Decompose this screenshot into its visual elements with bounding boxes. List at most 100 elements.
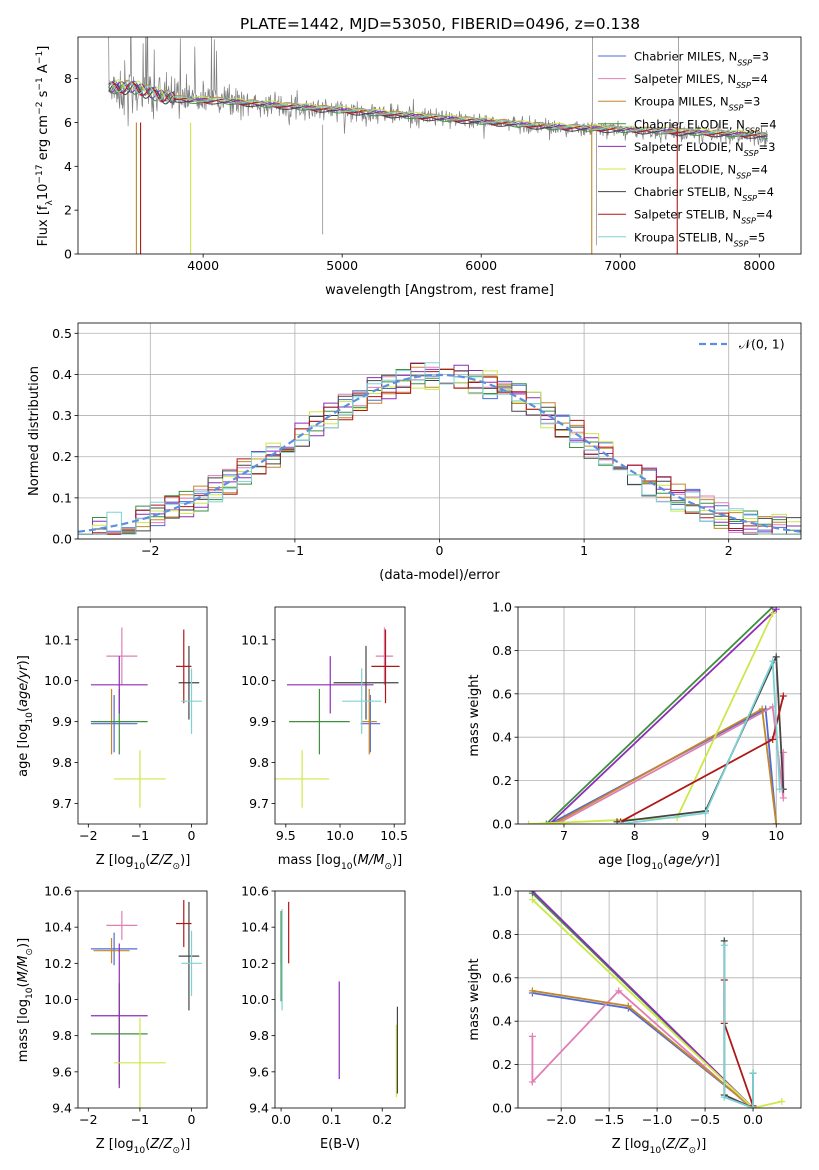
y-tick-label: 0.0 <box>492 1101 512 1116</box>
x-tick-label: 0.0 <box>743 1112 763 1127</box>
x-axis-label: wavelength [Angstrom, rest frame] <box>325 283 554 298</box>
y-axis-label-part: mass [log <box>16 999 31 1062</box>
weight-line <box>531 989 752 1108</box>
y-tick-label: 8 <box>64 71 72 86</box>
y-tick-label: 9.7 <box>52 796 72 811</box>
legend-label: Chabrier STELIB, NSSP=4 <box>634 185 774 203</box>
panel-age_vs_mass: 9.5 10.0 10.5 9.7 9.8 9.9 10.0 10.1 mass [log10(… <box>241 606 408 872</box>
legend-label-part: SSP <box>737 58 752 67</box>
plot-area <box>90 900 202 1108</box>
y-axis-label-part: age [log <box>16 724 31 777</box>
y-axis-label: age [log10(age/yr)] <box>16 655 35 777</box>
y-tick-label: 0.5 <box>52 326 72 341</box>
x-tick-label: 4000 <box>187 258 219 273</box>
legend-label: 𝒩(0, 1) <box>739 337 785 352</box>
x-axis-label: Z [log10(Z/Z⊙)] <box>612 1137 707 1156</box>
weight-marker <box>769 735 777 743</box>
weight-line <box>528 613 774 824</box>
y-tick-label: 9.4 <box>249 1101 269 1116</box>
y-tick-label: 0.4 <box>492 1014 512 1029</box>
x-axis-label-part: ⊙ <box>173 862 181 872</box>
legend-label-part: Chabrier MILES, N <box>634 50 737 64</box>
x-tick-label: 0.1 <box>322 1112 342 1127</box>
plot-area <box>90 627 202 808</box>
legend-label-part: =4 <box>757 185 774 199</box>
y-tick-label: 1.0 <box>492 884 512 899</box>
model-spectrum <box>108 80 768 136</box>
figure-title: PLATE=1442, MJD=53050, FIBERID=0496, z=0… <box>240 15 640 33</box>
legend-label-part: Kroupa ELODIE, N <box>634 163 736 177</box>
weight-marker <box>758 705 766 713</box>
y-tick-label: 9.8 <box>52 1028 72 1043</box>
weight-line <box>549 608 777 824</box>
axes-frame <box>274 890 406 1109</box>
x-tick-label: −2.0 <box>546 1112 576 1127</box>
x-axis-label-part: ⊙ <box>689 1146 697 1156</box>
y-axis-label-part: −2 <box>35 102 45 115</box>
y-tick-label: 10.0 <box>44 992 72 1007</box>
x-tick-label: −1 <box>131 828 149 843</box>
y-axis-label-part: −1 <box>35 51 45 64</box>
x-axis-label-part: )] <box>180 853 190 868</box>
y-tick-label: 0.6 <box>492 686 512 701</box>
x-tick-label: 1 <box>580 543 588 558</box>
x-tick-label: 8 <box>631 828 639 843</box>
x-tick-label: −2 <box>141 543 159 558</box>
y-tick-label: 0.2 <box>492 773 512 788</box>
legend-label-part: SSP <box>744 148 759 157</box>
y-tick-label: 9.9 <box>52 714 72 729</box>
x-tick-label: 6000 <box>465 258 497 273</box>
y-tick-label: 10.2 <box>44 956 72 971</box>
axes-frame <box>77 606 208 825</box>
axes: −2 −1 09.79.89.910.010.1Z [log10(Z/Z⊙)]age… <box>16 606 208 872</box>
legend-label: Salpeter STELIB, NSSP=4 <box>634 208 773 226</box>
weight-marker <box>772 607 780 613</box>
x-tick-label: −1 <box>286 543 304 558</box>
x-axis-label-part: 10 <box>651 862 663 872</box>
legend-label: Kroupa ELODIE, NSSP=4 <box>634 163 768 181</box>
y-tick-label: 0.4 <box>492 730 512 745</box>
x-tick-label: −1.5 <box>594 1112 624 1127</box>
y-tick-label: 10.0 <box>241 992 269 1007</box>
x-tick-label: 10.0 <box>326 828 354 843</box>
panel-mass_vs_ebv: 0.0 0.1 0.2 9.4 9.6 9.8 10.0 10.2 10.4 10.6 E(B-V) <box>241 884 406 1152</box>
axes: −2 −1 0 1 2 0.0 0.1 0.2 0.3 0.4 0.5 𝒩(0, 1) (data-mo… <box>27 322 802 583</box>
weight-line <box>532 989 754 1108</box>
weight-line <box>545 607 774 824</box>
y-tick-label: 0.1 <box>52 490 72 505</box>
legend-label-part: =5 <box>748 230 765 244</box>
x-axis-label-part: )] <box>696 1137 706 1152</box>
legend-label-part: Salpeter ELODIE, N <box>634 140 744 154</box>
x-axis-label-part: ⊙ <box>384 862 392 872</box>
legend-label-part: =4 <box>751 163 768 177</box>
legend-label: Salpeter MILES, NSSP=4 <box>634 72 768 90</box>
y-axis-label-part: −1 <box>35 77 45 90</box>
y-tick-label: 10.1 <box>241 632 269 647</box>
x-axis-label-part: Z [log <box>96 1137 134 1152</box>
panel-mass_vs_Z: −2 −1 09.49.69.810.010.210.410.6Z [log10(Z… <box>16 884 208 1156</box>
x-axis-label-part: ( <box>353 853 358 868</box>
weight-marker <box>525 820 533 824</box>
x-axis-label-part: 10 <box>134 862 146 872</box>
x-tick-label: 9.5 <box>276 828 296 843</box>
x-axis-label-part: ( <box>145 1137 150 1152</box>
weight-marker <box>749 1104 757 1108</box>
x-tick-label: 0 <box>436 543 444 558</box>
legend-label: Chabrier ELODIE, NSSP=4 <box>634 117 777 135</box>
panel-residuals: −2 −1 0 1 2 0.0 0.1 0.2 0.3 0.4 0.5 𝒩(0, 1) (data-mo… <box>27 322 802 583</box>
weight-marker <box>778 1097 786 1105</box>
axes: −2 −1 09.49.69.810.010.210.410.6Z [log10(Z… <box>16 884 208 1156</box>
y-tick-label: 0.6 <box>492 970 512 985</box>
legend-label-part: Kroupa STELIB, N <box>634 230 734 244</box>
legend-label-part: Chabrier ELODIE, N <box>634 117 745 131</box>
weight-marker <box>769 607 777 611</box>
x-axis-label-part: ( <box>663 853 668 868</box>
x-axis-label-part: ( <box>661 1137 666 1152</box>
legend-label-part: =4 <box>751 72 768 86</box>
x-axis-label-part: Z/Z <box>665 1137 689 1152</box>
x-axis-label-part: age/yr <box>668 853 711 868</box>
normal-curve <box>78 373 801 533</box>
y-tick-label: 10.4 <box>241 920 269 935</box>
legend-label-part: Kroupa MILES, N <box>634 95 729 109</box>
plot-area <box>78 362 801 535</box>
